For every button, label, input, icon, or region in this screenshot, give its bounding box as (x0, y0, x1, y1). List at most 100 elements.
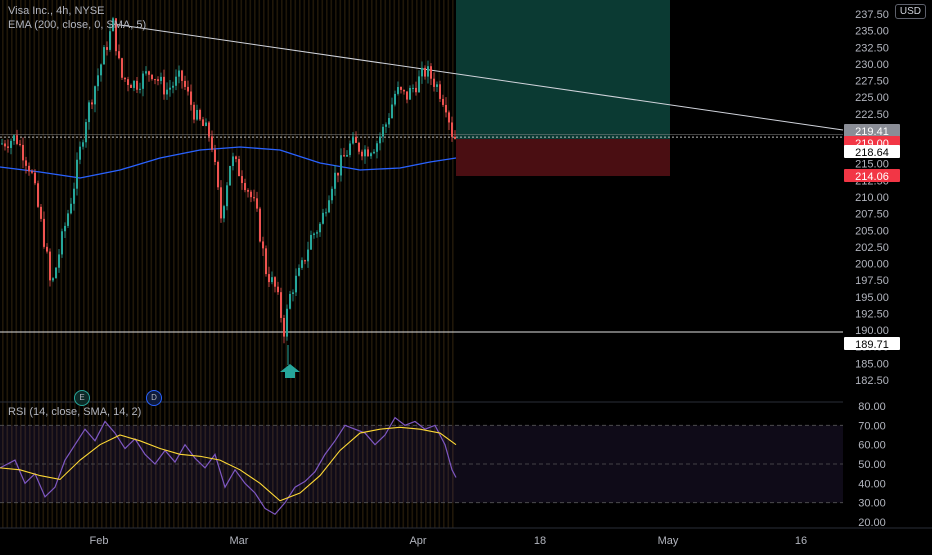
candle-up[interactable] (52, 278, 54, 281)
ema-line[interactable] (0, 146, 457, 179)
candle-down[interactable] (220, 187, 222, 219)
candle-down[interactable] (442, 98, 444, 105)
candle-up[interactable] (295, 275, 297, 293)
candle-up[interactable] (340, 155, 342, 176)
candle-down[interactable] (445, 104, 447, 113)
candle-down[interactable] (280, 292, 282, 318)
earnings-event-badge[interactable]: E (74, 390, 90, 406)
candle-down[interactable] (34, 172, 36, 184)
candle-down[interactable] (202, 119, 204, 126)
symbol-legend[interactable]: Visa Inc., 4h, NYSE (8, 5, 105, 17)
candle-down[interactable] (208, 122, 210, 137)
candle-up[interactable] (436, 84, 438, 87)
candle-down[interactable] (148, 71, 150, 75)
candle-down[interactable] (433, 78, 435, 87)
candle-down[interactable] (163, 76, 165, 95)
candle-up[interactable] (88, 102, 90, 123)
target-zone[interactable] (456, 0, 670, 139)
candle-down[interactable] (130, 84, 132, 88)
candle-up[interactable] (313, 233, 315, 235)
candle-down[interactable] (121, 58, 123, 78)
candle-down[interactable] (127, 79, 129, 85)
candle-up[interactable] (133, 80, 135, 88)
ema-legend[interactable]: EMA (200, close, 0, SMA, 5) (8, 19, 147, 31)
price-tag[interactable] (844, 124, 900, 137)
candle-up[interactable] (142, 73, 144, 89)
candle-up[interactable] (1, 143, 3, 145)
candle-down[interactable] (22, 144, 24, 161)
candle-up[interactable] (289, 293, 291, 309)
candle-down[interactable] (343, 155, 345, 157)
candle-down[interactable] (181, 70, 183, 81)
candle-down[interactable] (355, 136, 357, 143)
candle-up[interactable] (100, 64, 102, 76)
candle-down[interactable] (358, 142, 360, 152)
candle-down[interactable] (106, 47, 108, 50)
candle-down[interactable] (337, 172, 339, 176)
candle-down[interactable] (256, 198, 258, 209)
candle-down[interactable] (448, 112, 450, 123)
candle-up[interactable] (364, 149, 366, 157)
candle-up[interactable] (391, 104, 393, 119)
candle-down[interactable] (250, 191, 252, 198)
candle-down[interactable] (283, 317, 285, 337)
candle-up[interactable] (271, 277, 273, 283)
candle-up[interactable] (70, 203, 72, 214)
candle-down[interactable] (361, 151, 363, 157)
candle-up[interactable] (292, 292, 294, 294)
candle-up[interactable] (223, 206, 225, 219)
candle-up[interactable] (307, 249, 309, 262)
candle-up[interactable] (73, 188, 75, 204)
candle-down[interactable] (238, 159, 240, 177)
candle-down[interactable] (31, 171, 33, 173)
candle-up[interactable] (349, 143, 351, 156)
candle-up[interactable] (298, 267, 300, 276)
candle-up[interactable] (13, 135, 15, 141)
dividend-event-badge[interactable]: D (146, 390, 162, 406)
candle-down[interactable] (16, 135, 18, 144)
candle-up[interactable] (172, 85, 174, 88)
candle-down[interactable] (274, 277, 276, 287)
candle-up[interactable] (325, 212, 327, 214)
rsi-line[interactable] (0, 416, 457, 516)
candle-up[interactable] (334, 172, 336, 189)
candle-up[interactable] (229, 165, 231, 186)
candle-up[interactable] (319, 223, 321, 233)
buy-arrow-icon[interactable] (280, 364, 300, 378)
candle-down[interactable] (19, 143, 21, 145)
candle-up[interactable] (346, 155, 348, 157)
candle-up[interactable] (379, 136, 381, 144)
candle-up[interactable] (58, 254, 60, 268)
currency-button[interactable]: USD (894, 4, 926, 19)
rsi-legend[interactable]: RSI (14, close, SMA, 14, 2) (8, 406, 142, 418)
candle-down[interactable] (40, 206, 42, 219)
trendline[interactable] (112, 23, 844, 131)
candle-down[interactable] (28, 165, 30, 172)
candle-down[interactable] (277, 286, 279, 293)
candle-down[interactable] (115, 18, 117, 52)
candle-down[interactable] (157, 79, 159, 81)
candle-up[interactable] (196, 109, 198, 120)
candle-up[interactable] (226, 185, 228, 207)
candle-up[interactable] (352, 136, 354, 144)
candle-down[interactable] (4, 143, 6, 147)
candle-down[interactable] (304, 260, 306, 262)
candle-up[interactable] (412, 87, 414, 89)
candle-up[interactable] (175, 76, 177, 86)
candle-up[interactable] (109, 31, 111, 50)
candle-down[interactable] (244, 183, 246, 191)
price-tag[interactable] (844, 169, 900, 182)
candle-down[interactable] (25, 160, 27, 166)
candle-up[interactable] (205, 122, 207, 126)
candle-down[interactable] (424, 67, 426, 77)
candle-down[interactable] (403, 89, 405, 92)
candle-down[interactable] (151, 74, 153, 80)
candle-down[interactable] (136, 80, 138, 90)
candle-down[interactable] (184, 80, 186, 87)
candle-up[interactable] (64, 225, 66, 232)
candle-up[interactable] (76, 159, 78, 189)
price-tag[interactable] (844, 145, 900, 158)
candle-up[interactable] (286, 308, 288, 337)
